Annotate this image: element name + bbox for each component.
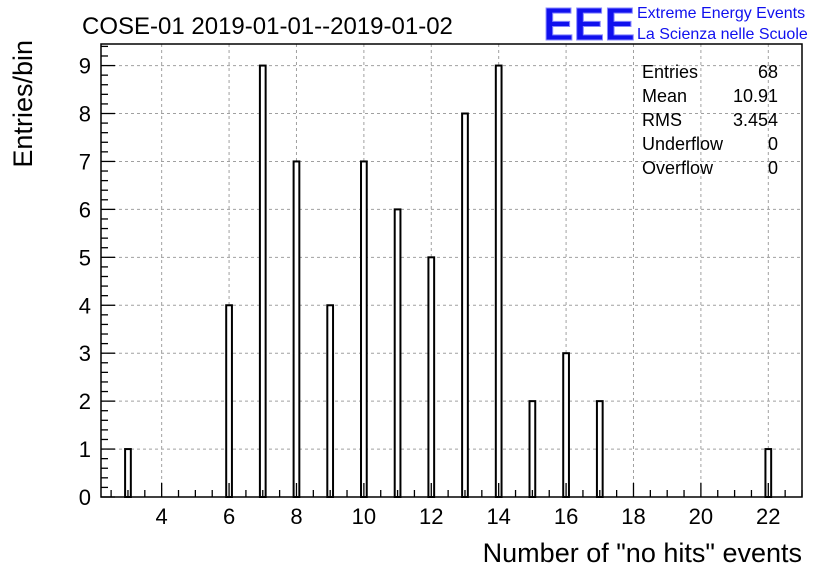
histogram-bar bbox=[528, 400, 537, 498]
x-tick-label: 8 bbox=[290, 504, 302, 529]
histogram-bar bbox=[461, 112, 469, 498]
y-tick-label: 0 bbox=[79, 485, 91, 510]
histogram-bar bbox=[494, 64, 503, 498]
y-tick-label: 9 bbox=[79, 54, 91, 79]
histogram-bar bbox=[225, 304, 233, 498]
x-tick-label: 4 bbox=[156, 504, 168, 529]
stats-label: Entries bbox=[642, 62, 698, 82]
x-tick-label: 18 bbox=[621, 504, 645, 529]
grid-lines bbox=[101, 44, 802, 497]
x-tick-label: 12 bbox=[419, 504, 443, 529]
histogram-bar bbox=[595, 400, 604, 498]
x-axis: 4 6 8 10 12 14 16 18 20 22 bbox=[110, 483, 803, 529]
y-tick-label: 2 bbox=[79, 389, 91, 414]
y-tick-label: 1 bbox=[79, 437, 91, 462]
histogram-bar bbox=[258, 64, 267, 498]
x-tick-label: 16 bbox=[554, 504, 578, 529]
eee-logo: EEE Extreme Energy Events La Scienza nel… bbox=[543, 0, 808, 51]
stats-label: RMS bbox=[642, 110, 682, 130]
y-tick-label: 7 bbox=[79, 149, 91, 174]
y-axis: 0 1 2 3 4 5 6 7 8 9 bbox=[79, 45, 115, 510]
stats-value: 0 bbox=[768, 134, 778, 154]
histogram-bar bbox=[393, 208, 402, 498]
y-tick-label: 4 bbox=[79, 293, 91, 318]
histogram-bar bbox=[562, 352, 570, 499]
statistics-box: Entries 68 Mean 10.91 RMS 3.454 Underflow 0 Over… bbox=[642, 62, 778, 178]
stats-label: Mean bbox=[642, 86, 687, 106]
x-axis-title: Number of "no hits" events bbox=[483, 538, 802, 568]
stats-value: 10.91 bbox=[733, 86, 778, 106]
y-tick-label: 3 bbox=[79, 341, 91, 366]
stats-value: 0 bbox=[768, 158, 778, 178]
logo-line-2: La Scienza nelle Scuole bbox=[637, 26, 808, 43]
x-tick-label: 22 bbox=[756, 504, 780, 529]
x-tick-label: 10 bbox=[352, 504, 376, 529]
logo-mark: EEE bbox=[543, 0, 635, 50]
chart-title: COSE-01 2019-01-01--2019-01-02 bbox=[82, 13, 453, 40]
x-tick-label: 6 bbox=[223, 504, 235, 529]
y-tick-label: 8 bbox=[79, 102, 91, 127]
histogram-bar bbox=[326, 304, 335, 498]
stats-value: 3.454 bbox=[733, 110, 778, 130]
logo-line-1: Extreme Energy Events bbox=[637, 5, 805, 22]
y-tick-label: 5 bbox=[79, 245, 91, 270]
y-tick-label: 6 bbox=[79, 197, 91, 222]
histogram-bar bbox=[124, 448, 132, 499]
y-axis-title: Entries/bin bbox=[8, 40, 38, 168]
plot-frame bbox=[100, 43, 803, 498]
stats-label: Overflow bbox=[642, 158, 714, 178]
histogram-bar bbox=[427, 256, 436, 499]
stats-label: Underflow bbox=[642, 134, 724, 154]
histogram-bar bbox=[360, 160, 368, 498]
x-tick-label: 14 bbox=[486, 504, 510, 529]
histogram-bar bbox=[292, 160, 301, 498]
x-tick-label: 20 bbox=[689, 504, 713, 529]
stats-value: 68 bbox=[758, 62, 778, 82]
